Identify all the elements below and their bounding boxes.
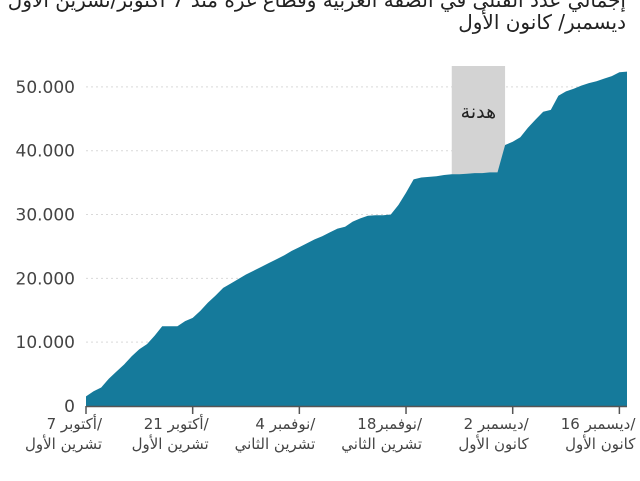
x-tick-label-1: 21 أكتوبر/تشرين الأول	[132, 414, 210, 453]
x-tick-label-line2-1: تشرين الأول	[132, 434, 209, 453]
x-tick-label-0: 7 أكتوبر/تشرين الأول	[25, 414, 103, 453]
chart-title: إجمالي عدد القتلى في الضفة الغربية وقطاع…	[6, 0, 626, 44]
y-tick-label-4: 40.000	[16, 142, 75, 162]
x-tick-label-line2-4: كانون الأول	[458, 434, 529, 453]
truce-annotation: هدنة	[451, 66, 506, 175]
x-tick-label-line1-0: 7 أكتوبر/	[47, 414, 103, 433]
x-tick-label-line2-0: تشرين الأول	[25, 434, 102, 453]
x-tick-label-5: 16 ديسمبر/كانون الأول	[561, 415, 637, 453]
y-tick-label-1: 10.000	[16, 333, 75, 353]
x-tick-label-line2-3: تشرين الثاني	[341, 435, 422, 454]
title-line-2: ديسمبر/ كانون الأول	[458, 10, 626, 34]
x-tick-label-line1-2: 4 نوفمبر/	[255, 415, 316, 433]
x-tick-label-3: 18نوفمبر/تشرين الثاني	[341, 415, 423, 454]
y-axis: 0 10.000 20.000 30.000 40.000 50.000	[16, 78, 75, 417]
x-tick-label-line1-3: 18نوفمبر/	[357, 415, 423, 433]
area-series	[86, 71, 627, 406]
area-chart: هدنة 0 10.000 20.000 30.000 40.000 50.000 7 أ…	[16, 66, 637, 454]
x-tick-label-line2-2: تشرين الثاني	[235, 435, 316, 454]
y-tick-label-2: 20.000	[16, 269, 75, 289]
x-tick-label-line1-1: 21 أكتوبر/	[144, 414, 210, 433]
y-tick-label-3: 30.000	[16, 206, 75, 226]
x-tick-label-line2-5: كانون الأول	[565, 434, 636, 453]
x-tick-label-line1-5: 16 ديسمبر/	[561, 415, 637, 433]
source-footer	[0, 459, 640, 481]
y-tick-label-5: 50.000	[16, 78, 75, 98]
truce-band	[451, 66, 506, 175]
y-tick-label-0: 0	[64, 397, 75, 417]
x-tick-label-4: 2 ديسمبر/كانون الأول	[458, 415, 529, 453]
x-tick-label-2: 4 نوفمبر/تشرين الثاني	[235, 415, 317, 454]
truce-label: هدنة	[461, 101, 496, 123]
title-line-1: إجمالي عدد القتلى في الضفة الغربية وقطاع…	[6, 0, 626, 12]
x-tick-label-line1-4: 2 ديسمبر/	[464, 415, 530, 433]
area-fill	[86, 71, 627, 406]
